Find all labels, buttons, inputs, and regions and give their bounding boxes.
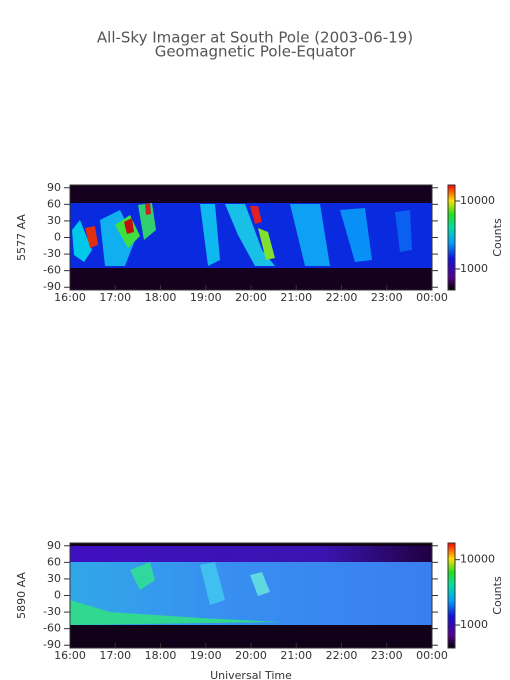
y-tick-label: -60: [43, 264, 61, 277]
x-tick-label: 21:00: [280, 291, 312, 304]
x-tick-label: 17:00: [99, 291, 131, 304]
y-tick-label: 90: [47, 539, 61, 552]
x-tick-label: 23:00: [371, 649, 403, 662]
x-tick-label: 22:00: [326, 291, 358, 304]
x-tick-label: 18:00: [145, 291, 177, 304]
x-tick-label: 19:00: [190, 649, 222, 662]
y-axis-label: 5577 AA: [15, 214, 28, 261]
y-tick-label: 0: [54, 231, 61, 244]
colorbar-tick-label: 1000: [460, 618, 488, 631]
colorbar-tick-label: 10000: [460, 194, 495, 207]
y-tick-label: -90: [43, 638, 61, 651]
y-tick-label: 90: [47, 181, 61, 194]
y-tick-label: -90: [43, 280, 61, 293]
y-tick-label: -30: [43, 247, 61, 260]
colorbar: [447, 184, 456, 291]
x-tick-label: 00:00: [416, 291, 448, 304]
x-tick-label: 20:00: [235, 649, 267, 662]
colorbar-tick-label: 10000: [460, 553, 495, 566]
colorbar: [447, 542, 456, 649]
y-tick-label: 30: [47, 572, 61, 585]
keogram-image: [70, 185, 432, 290]
y-tick-label: 60: [47, 555, 61, 568]
x-tick-label: 00:00: [416, 649, 448, 662]
x-tick-label: 16:00: [54, 649, 86, 662]
x-tick-label: 22:00: [326, 649, 358, 662]
colorbar-label: Counts: [491, 576, 504, 615]
y-tick-label: 60: [47, 197, 61, 210]
y-tick-label: -30: [43, 605, 61, 618]
colorbar-label: Counts: [491, 218, 504, 257]
x-tick-label: 20:00: [235, 291, 267, 304]
colorbar-tick-label: 1000: [460, 262, 488, 275]
x-axis-label: Universal Time: [210, 669, 292, 680]
x-tick-label: 23:00: [371, 291, 403, 304]
x-tick-label: 18:00: [145, 649, 177, 662]
chart-subtitle: Geomagnetic Pole-Equator: [155, 43, 356, 61]
keogram-image: [70, 543, 432, 648]
y-tick-label: -60: [43, 622, 61, 635]
x-tick-label: 16:00: [54, 291, 86, 304]
x-tick-label: 17:00: [99, 649, 131, 662]
y-tick-label: 30: [47, 214, 61, 227]
y-tick-label: 0: [54, 589, 61, 602]
x-tick-label: 21:00: [280, 649, 312, 662]
y-axis-label: 5890 AA: [15, 572, 28, 619]
x-tick-label: 19:00: [190, 291, 222, 304]
chart-title: All-Sky Imager at South Pole (2003-06-19…: [97, 29, 413, 47]
